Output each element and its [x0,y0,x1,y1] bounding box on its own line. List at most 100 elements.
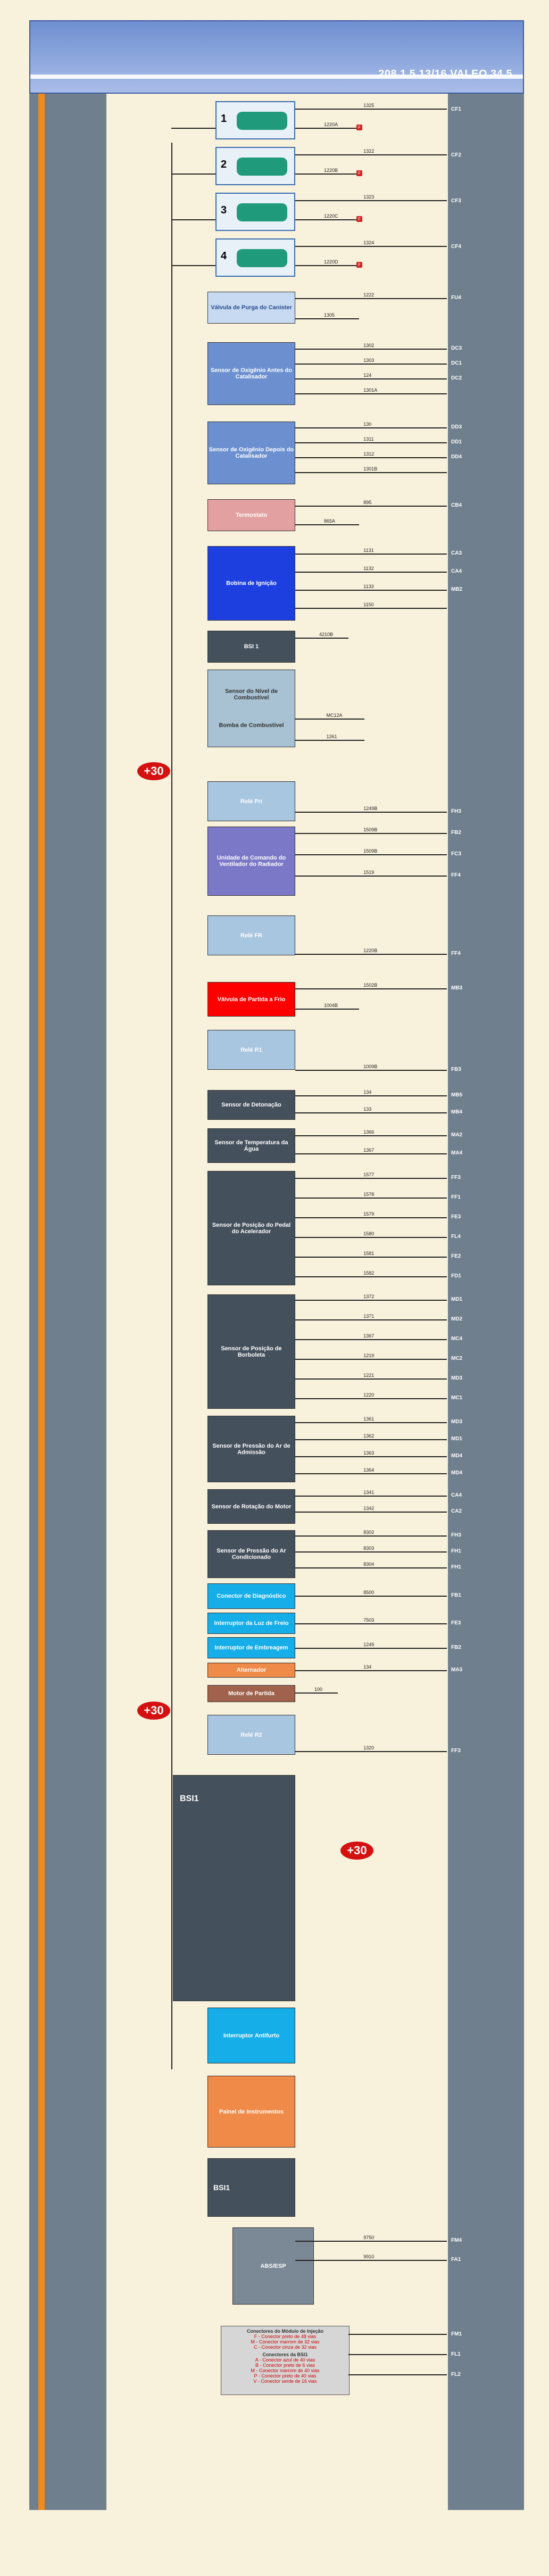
relay-pri-wire [295,812,447,813]
pedal-terminal: FE3 [451,1214,461,1220]
injector-wire-top [295,200,447,201]
map-terminal: MD1 [451,1436,463,1442]
legend-wire [348,2374,447,2375]
legend-terminal: FL2 [451,2372,461,2377]
coil-terminal: MB2 [451,587,463,592]
wire-label: 1341 [363,1490,375,1495]
legend-line: M - Conector marrom de 32 vias [251,2339,320,2344]
injector-ground [171,219,215,220]
injector-terminal: CF4 [451,244,461,250]
map-wire [295,1422,447,1423]
relay-r1-wire [295,1070,447,1071]
o2-front-label: Sensor de Oxigênio Antes do Catalisador [210,367,292,380]
legend-terminal: FM1 [451,2331,462,2337]
injector-number: 2 [221,159,227,170]
ac-pressure-sensor: Sensor de Pressão do Ar Condicionado [207,1530,295,1578]
o2-rear-terminal: DD3 [451,424,462,430]
wire-label: 1009B [363,1064,378,1069]
pedal-terminal: FL4 [451,1234,461,1240]
thermostat-terminal: CB4 [451,502,462,508]
fuel-pump-wire [295,740,364,741]
wire-label: 1311 [363,436,374,442]
connector-legend: Conectores do Módulo de Injeção F - Cone… [221,2326,350,2395]
o2-rear-wire [295,472,447,473]
alternator-wire [295,1670,447,1671]
water-temp-sensor: Sensor de Temperatura da Água [207,1128,295,1163]
wire-label: 1150 [363,602,374,607]
o2-front-terminal: DC1 [451,360,462,366]
wire-label: 1363 [363,1450,375,1456]
wire-label: 124 [363,373,372,378]
thermostat-wire2 [295,524,359,525]
ac-terminal: FH3 [451,1532,461,1538]
bsi-main-label: BSI1 [180,1794,199,1803]
ac-wire [295,1567,447,1568]
throttle-wire [295,1398,447,1399]
coil-wire [295,590,447,591]
ignition-coil: Bobina de Ignição [207,546,295,621]
legend-terminal: FL1 [451,2351,461,2357]
wire-label: 1509B [363,827,378,832]
thermostat-label: Termostato [235,512,268,518]
wire-label: 1220B [324,168,338,173]
alternator-label: Alternador [236,1667,267,1673]
map-wire [295,1456,447,1457]
abs-terminal: FA1 [451,2257,461,2263]
cold-start-valve: Válvula de Partida a Frio [207,982,295,1017]
water-terminal: MA2 [451,1132,463,1138]
bsi-main: BSI1 [173,1775,295,2001]
fan-terminal: FC3 [451,851,461,857]
throttle-wire [295,1339,447,1340]
canister-valve: Válvula de Purga do Canister [207,292,295,324]
o2-front-wire [295,378,447,379]
coil-terminal: CA3 [451,550,462,556]
wire-label: 1220B [363,948,378,953]
clutch-switch: Interruptor de Embreagem [207,1637,295,1658]
injector-terminal: CF1 [451,106,461,112]
wire-label: 1342 [363,1506,375,1511]
wire-label: 8303 [363,1546,375,1551]
bsi-small-label: BSI 1 [244,643,259,650]
fan-terminal: FB2 [451,830,461,836]
wire-label: 1581 [363,1251,375,1256]
water-temp-label: Sensor de Temperatura da Água [214,1139,288,1152]
pedal-label: Sensor de Posição do Pedal do Acelerador [212,1221,291,1235]
injector-wire-top [295,154,447,155]
knock-label: Sensor de Detonação [221,1102,281,1108]
thermostat-wire [295,506,447,507]
coil-wire [295,554,447,555]
header-stripe [30,75,523,79]
wire-label: 1372 [363,1294,375,1299]
knock-terminal: MB4 [451,1109,463,1115]
wire-label: 1261 [326,734,337,739]
injector-ground [171,265,215,266]
wire-label: 1367 [363,1147,375,1153]
header-banner: 208 1.5 13/16 VALEO 34.5 [29,20,524,94]
wire-label: 1249B [363,806,378,811]
wire-label: 1302 [363,343,375,348]
wire-label: 1580 [363,1231,375,1236]
rpm-label: Sensor de Rotação do Motor [211,1503,292,1510]
fan-terminal: FF4 [451,872,461,878]
fuel-pump-wire2 [295,719,364,720]
injector-fuse: F [356,216,362,222]
map-sensor: Sensor de Pressão do Ar de Admissão [207,1416,295,1482]
wire-label: 134 [363,1089,372,1095]
map-label: Sensor de Pressão do Ar de Admissão [212,1442,290,1456]
legend-line: C - Conector cinza de 32 vias [253,2344,317,2350]
water-wire [295,1135,447,1136]
canister-wire2 [295,318,359,319]
coil-wire [295,572,447,573]
relay-r2-wire [295,1751,447,1752]
wire-label: 1220D [324,259,338,265]
wire-label: 1249 [363,1642,375,1647]
cold-start-terminal: MB3 [451,985,463,991]
positive-bus [38,94,45,2510]
o2-sensor-rear: Sensor de Oxigênio Depois do Catalisador [207,422,295,484]
pedal-sensor: Sensor de Posição do Pedal do Acelerador [207,1171,295,1285]
plus30-badge-1: +30 [137,762,170,780]
legend-line: A - Conector azul de 40 vias [255,2357,315,2363]
legend-title-2: Conectores da BSI1 [262,2352,308,2357]
ac-wire [295,1551,447,1553]
bsi-lower: BSI1 [207,2158,295,2217]
